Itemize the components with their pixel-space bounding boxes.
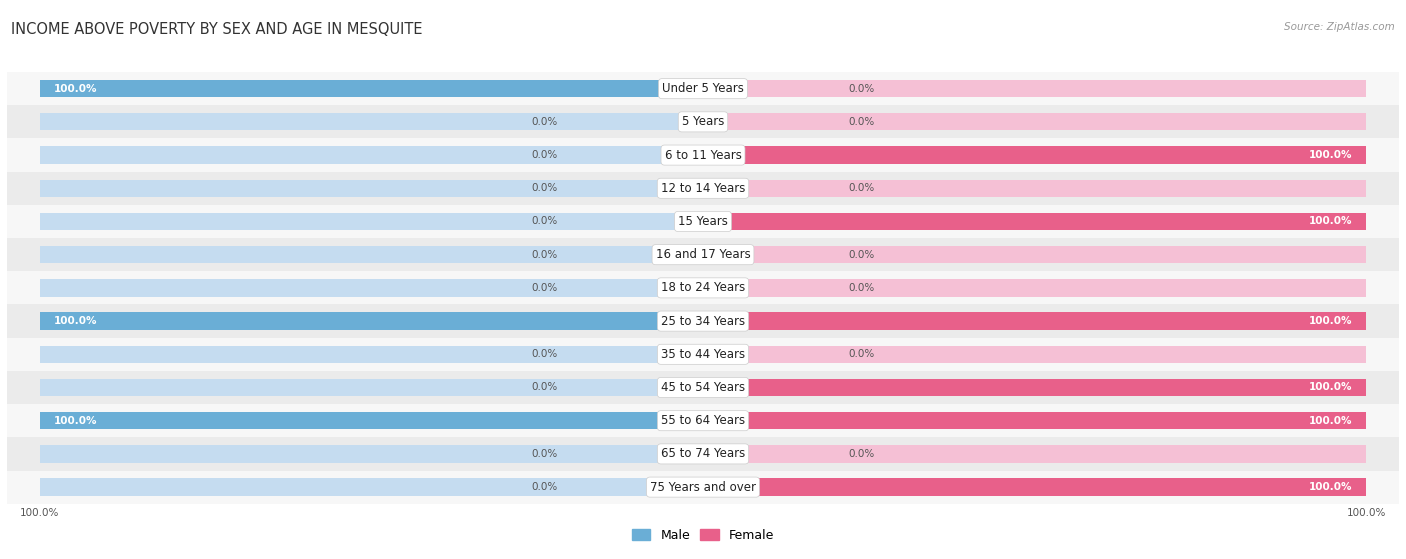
Bar — [703, 479, 1365, 496]
Text: 15 Years: 15 Years — [678, 215, 728, 228]
Bar — [7, 105, 1399, 139]
Bar — [7, 139, 1399, 172]
Bar — [703, 345, 1365, 363]
Text: 25 to 34 Years: 25 to 34 Years — [661, 315, 745, 328]
Text: 0.0%: 0.0% — [849, 117, 875, 127]
Text: 100.0%: 100.0% — [53, 316, 97, 326]
Text: 55 to 64 Years: 55 to 64 Years — [661, 414, 745, 427]
Text: 0.0%: 0.0% — [531, 183, 557, 193]
Text: 0.0%: 0.0% — [531, 216, 557, 226]
Bar — [7, 238, 1399, 271]
Bar — [703, 179, 1365, 197]
Text: 100.0%: 100.0% — [1309, 416, 1353, 426]
Text: 0.0%: 0.0% — [531, 349, 557, 359]
Text: 65 to 74 Years: 65 to 74 Years — [661, 447, 745, 461]
Bar — [41, 113, 703, 130]
Bar — [7, 404, 1399, 437]
Text: 5 Years: 5 Years — [682, 115, 724, 129]
Bar — [703, 479, 1365, 496]
Bar — [703, 412, 1365, 429]
Bar — [703, 213, 1365, 230]
Bar — [41, 312, 703, 330]
Text: 0.0%: 0.0% — [849, 84, 875, 94]
Text: INCOME ABOVE POVERTY BY SEX AND AGE IN MESQUITE: INCOME ABOVE POVERTY BY SEX AND AGE IN M… — [11, 22, 423, 37]
Text: 100.0%: 100.0% — [1309, 482, 1353, 492]
Bar — [703, 312, 1365, 330]
Bar — [7, 305, 1399, 338]
Bar — [703, 213, 1365, 230]
Bar — [41, 412, 703, 429]
Bar — [7, 172, 1399, 205]
Text: 0.0%: 0.0% — [531, 150, 557, 160]
Text: 45 to 54 Years: 45 to 54 Years — [661, 381, 745, 394]
Text: 100.0%: 100.0% — [1309, 216, 1353, 226]
Bar — [703, 246, 1365, 263]
Text: 0.0%: 0.0% — [531, 482, 557, 492]
Text: 0.0%: 0.0% — [531, 283, 557, 293]
Bar — [41, 280, 703, 296]
Text: 100.0%: 100.0% — [20, 508, 59, 518]
Legend: Male, Female: Male, Female — [627, 524, 779, 547]
Bar — [7, 338, 1399, 371]
Text: 100.0%: 100.0% — [1309, 316, 1353, 326]
Bar — [41, 179, 703, 197]
Text: 100.0%: 100.0% — [1309, 382, 1353, 392]
Text: 0.0%: 0.0% — [531, 117, 557, 127]
Bar — [703, 379, 1365, 396]
Bar — [703, 146, 1365, 164]
Text: Under 5 Years: Under 5 Years — [662, 82, 744, 95]
Text: 0.0%: 0.0% — [849, 349, 875, 359]
Bar — [703, 379, 1365, 396]
Text: 0.0%: 0.0% — [531, 449, 557, 459]
Bar — [7, 72, 1399, 105]
Text: 16 and 17 Years: 16 and 17 Years — [655, 248, 751, 261]
Bar — [703, 146, 1365, 164]
Bar — [41, 80, 703, 97]
Text: 0.0%: 0.0% — [849, 250, 875, 260]
Bar — [41, 379, 703, 396]
Text: 100.0%: 100.0% — [53, 416, 97, 426]
Bar — [703, 412, 1365, 429]
Bar — [41, 213, 703, 230]
Text: 6 to 11 Years: 6 to 11 Years — [665, 149, 741, 162]
Text: 0.0%: 0.0% — [531, 382, 557, 392]
Bar — [41, 345, 703, 363]
Bar — [7, 471, 1399, 504]
Text: 75 Years and over: 75 Years and over — [650, 481, 756, 494]
Bar — [7, 437, 1399, 471]
Text: 100.0%: 100.0% — [1309, 150, 1353, 160]
Bar — [41, 446, 703, 462]
Bar — [7, 371, 1399, 404]
Bar — [41, 479, 703, 496]
Bar — [703, 80, 1365, 97]
Text: 100.0%: 100.0% — [53, 84, 97, 94]
Text: 0.0%: 0.0% — [531, 250, 557, 260]
Bar — [41, 246, 703, 263]
Text: 35 to 44 Years: 35 to 44 Years — [661, 348, 745, 361]
Bar — [7, 271, 1399, 305]
Text: 18 to 24 Years: 18 to 24 Years — [661, 281, 745, 295]
Bar — [703, 113, 1365, 130]
Bar — [703, 280, 1365, 296]
Bar — [41, 80, 703, 97]
Text: Source: ZipAtlas.com: Source: ZipAtlas.com — [1284, 22, 1395, 32]
Text: 0.0%: 0.0% — [849, 449, 875, 459]
Text: 0.0%: 0.0% — [849, 283, 875, 293]
Text: 12 to 14 Years: 12 to 14 Years — [661, 182, 745, 195]
Text: 100.0%: 100.0% — [1347, 508, 1386, 518]
Bar — [41, 312, 703, 330]
Bar — [7, 205, 1399, 238]
Bar — [703, 312, 1365, 330]
Bar — [41, 146, 703, 164]
Bar — [41, 412, 703, 429]
Text: 0.0%: 0.0% — [849, 183, 875, 193]
Bar — [703, 446, 1365, 462]
